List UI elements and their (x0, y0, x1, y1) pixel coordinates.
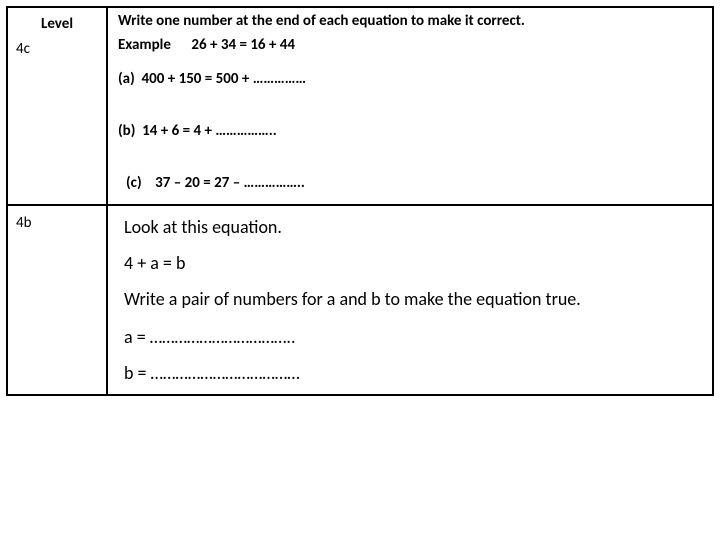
instruction-text: Write one number at the end of each equa… (118, 12, 702, 30)
left-col-4b: 4b (8, 206, 108, 394)
level-4c-label: 4c (14, 36, 100, 58)
right-col-4b: Look at this equation. 4 + a = b Write a… (108, 206, 712, 394)
answer-b: b = ……………………………… (124, 362, 702, 384)
level-header: Level (14, 12, 100, 36)
answer-a: a = …………………………….. (124, 326, 702, 348)
example-line: Example 26 + 34 = 16 + 44 (118, 36, 702, 54)
row-4c: Level 4c Write one number at the end of … (8, 8, 712, 206)
problem-c: (c) 37 – 20 = 27 – …………….. (126, 174, 702, 192)
q-instruction: Write a pair of numbers for a and b to m… (124, 288, 702, 310)
q-equation: 4 + a = b (124, 252, 702, 274)
worksheet-table: Level 4c Write one number at the end of … (6, 6, 714, 396)
level-4b-label: 4b (14, 210, 100, 232)
q-line1: Look at this equation. (124, 216, 702, 238)
row-4b: 4b Look at this equation. 4 + a = b Writ… (8, 206, 712, 394)
example-label: Example (118, 36, 188, 54)
problem-b: (b) 14 + 6 = 4 + …………….. (118, 122, 702, 140)
example-equation: 26 + 34 = 16 + 44 (191, 36, 295, 54)
right-col-4c: Write one number at the end of each equa… (108, 8, 712, 204)
problem-a: (a) 400 + 150 = 500 + …………… (118, 70, 702, 88)
left-col-4c: Level 4c (8, 8, 108, 204)
